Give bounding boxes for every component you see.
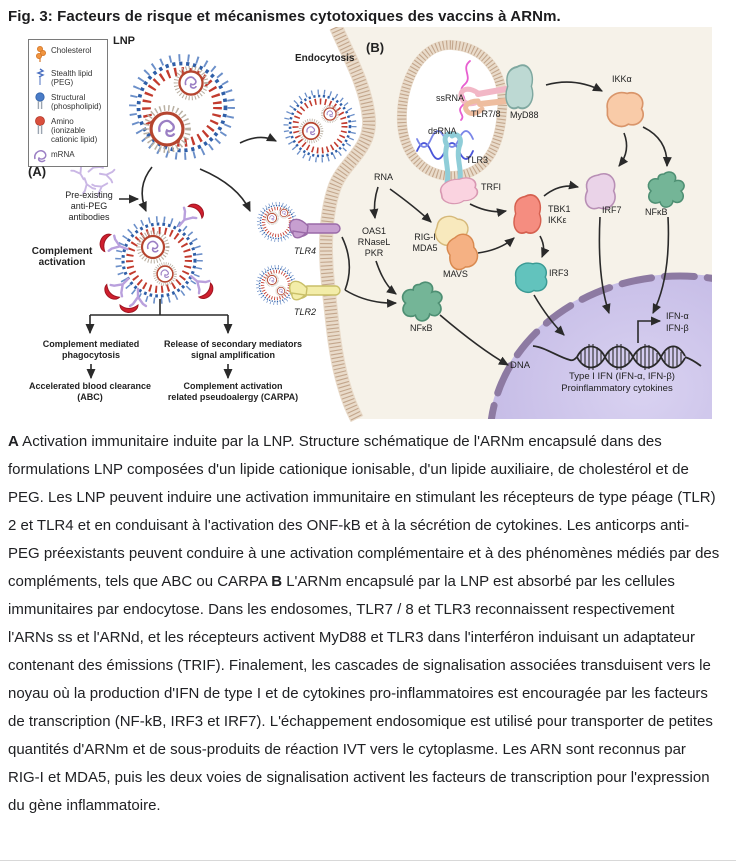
amino-lipid-icon — [35, 116, 45, 134]
irf3-label: IRF3 — [549, 268, 569, 278]
carpa-label: Complement activation related pseudoaler… — [167, 381, 299, 402]
caption-text-b: L'ARNm encapsulé par la LNP est absorbé … — [8, 573, 713, 814]
caption-text-a: Activation immunitaire induite par la LN… — [8, 433, 720, 590]
myd88-protein — [504, 64, 534, 110]
legend-item-mrna: mRNA — [33, 149, 104, 163]
ifn-alpha-label: IFN-α — [666, 311, 689, 321]
tlr2-receptor-icon — [289, 280, 341, 301]
trfi-label: TRFI — [481, 182, 501, 192]
rigi-label: RIG-I MDA5 — [412, 232, 438, 253]
legend-label: Stealth lipid (PEG) — [51, 69, 93, 87]
caption-panel-b: B — [271, 573, 283, 590]
abc-label: Accelerated blood clearance (ABC) — [28, 381, 152, 402]
legend-label: Structural (phospholipid) — [51, 93, 102, 111]
panel-a-label: (A) — [28, 164, 47, 179]
dna-label: DNA — [510, 360, 531, 371]
stealth-lipid-icon — [36, 68, 45, 85]
irf7-protein — [584, 172, 616, 210]
legend-item-stealth-lipid: Stealth lipid (PEG) — [33, 68, 104, 87]
proinflammatory-label: Proinflammatory cytokines — [561, 383, 673, 394]
lnp-label: LNP — [113, 35, 135, 47]
tlr2-label: TLR2 — [294, 307, 317, 317]
diagram-canvas — [70, 27, 712, 422]
lnp-complement — [97, 200, 217, 313]
legend-item-structural: Structural (phospholipid) — [33, 92, 104, 111]
tlr78-receptor-icon — [458, 86, 509, 116]
legend-item-cholesterol: Cholesterol — [33, 45, 104, 63]
tbk1-ikke-protein — [513, 194, 542, 235]
figure-diagram: Cholesterol Stealth lipid (PEG) Structur… — [0, 27, 736, 422]
pre-existing-label: Pre-existing anti-PEG antibodies — [65, 190, 113, 222]
legend-item-amino: Amino (ionizable cationic lipid) — [33, 116, 104, 144]
lnp-tlr2 — [255, 264, 297, 306]
cholesterol-icon — [36, 45, 46, 62]
nfkb-left-label: NFκB — [410, 323, 433, 333]
endocytosis-label: Endocytosis — [295, 53, 355, 64]
complement-phagocytosis-label: Complement mediated phagocytosis — [42, 339, 140, 360]
lnp-legend: Cholesterol Stealth lipid (PEG) Structur… — [28, 39, 108, 167]
tlr78-label: TLR7/8 — [471, 109, 501, 119]
oas1-label: OAS1 RNaseL PKR — [357, 226, 391, 258]
ssrna-label: ssRNA — [436, 93, 465, 103]
figure-title: Fig. 3: Facteurs de risque et mécanismes… — [8, 8, 561, 25]
caption-panel-a: A — [8, 433, 19, 450]
legend-label: Cholesterol — [51, 46, 92, 55]
structural-lipid-icon — [35, 92, 45, 109]
ifn-beta-label: IFN-β — [666, 323, 689, 333]
mavs-label: MAVS — [443, 269, 468, 279]
ikka-protein — [606, 91, 645, 128]
nfkb-right-label: NFκB — [645, 207, 668, 217]
lnp-main — [133, 58, 232, 157]
release-mediators-label: Release of secondary mediators signal am… — [163, 339, 303, 360]
dna-helix-icon — [532, 344, 702, 370]
tlr4-receptor-icon — [289, 218, 341, 239]
tlr4-label: TLR4 — [294, 246, 317, 256]
ikka-label: IKKα — [612, 74, 632, 84]
tlr3-label: TLR3 — [466, 155, 489, 165]
irf7-label: IRF7 — [602, 205, 622, 215]
mrna-icon — [33, 150, 47, 163]
myd88-label: MyD88 — [510, 110, 539, 120]
panel-b-label: (B) — [366, 40, 385, 55]
legend-label: mRNA — [51, 150, 75, 159]
rna-label: RNA — [374, 172, 394, 182]
legend-label: Amino (ionizable cationic lipid) — [51, 117, 98, 144]
lnp-endocytosed — [286, 92, 354, 160]
figure-caption: A Activation immunitaire induite par la … — [0, 428, 736, 820]
tbk1-label: TBK1 IKKε — [548, 204, 571, 225]
cell-membrane — [319, 27, 377, 422]
type1-ifn-label: Type I IFN (IFN-α, IFN-β) — [569, 371, 675, 382]
irf3-protein — [514, 262, 548, 294]
bottom-divider — [0, 860, 736, 861]
dsrna-label: dsRNA — [428, 126, 457, 136]
complement-activation-label: Complement activation — [31, 246, 93, 268]
pathway-arrows — [85, 81, 672, 380]
